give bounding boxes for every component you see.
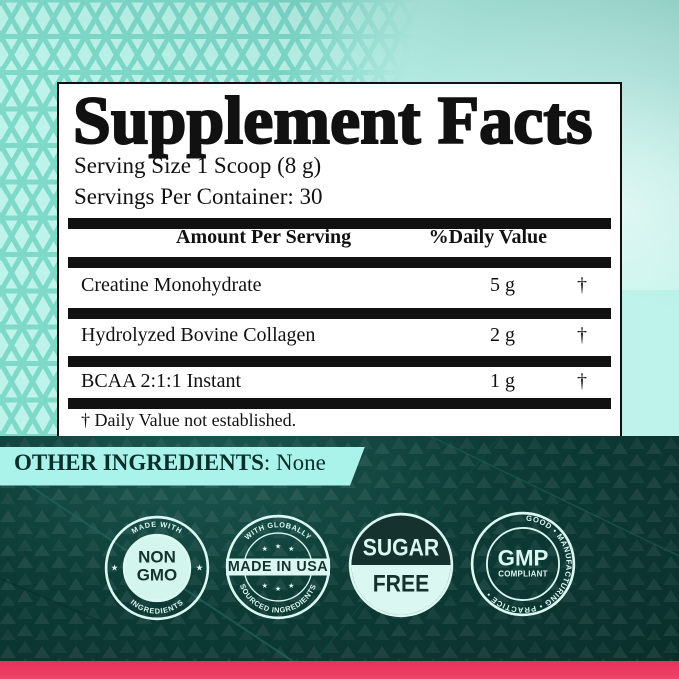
svg-text:★: ★ [275,542,281,550]
svg-text:GMP: GMP [498,546,549,571]
svg-text:★: ★ [288,545,294,553]
svg-text:★: ★ [275,585,281,593]
svg-text:SUGAR: SUGAR [363,533,440,561]
svg-text:★: ★ [262,582,268,590]
svg-text:COMPLIANT: COMPLIANT [498,570,548,579]
svg-text:★: ★ [262,545,268,553]
svg-text:★: ★ [288,582,294,590]
svg-text:FREE: FREE [373,569,430,597]
svg-text:★: ★ [196,563,204,573]
svg-text:MADE IN USA: MADE IN USA [228,559,328,575]
svg-text:GMO: GMO [137,566,177,585]
svg-text:★: ★ [111,563,119,573]
svg-text:NON: NON [138,548,176,567]
